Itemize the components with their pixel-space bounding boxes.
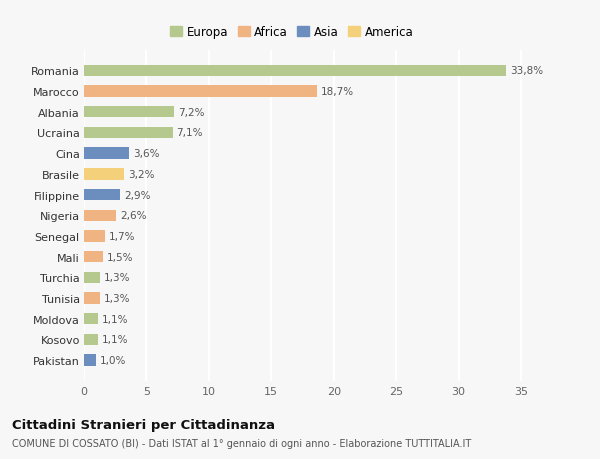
- Bar: [84, 313, 98, 325]
- Text: 18,7%: 18,7%: [321, 87, 355, 97]
- Text: 7,1%: 7,1%: [176, 128, 203, 138]
- Bar: [84, 128, 173, 139]
- Text: Cittadini Stranieri per Cittadinanza: Cittadini Stranieri per Cittadinanza: [12, 418, 275, 431]
- Text: 2,9%: 2,9%: [124, 190, 151, 200]
- Text: 1,1%: 1,1%: [101, 335, 128, 345]
- Bar: [84, 334, 98, 345]
- Bar: [84, 190, 120, 201]
- Bar: [84, 293, 100, 304]
- Bar: [84, 169, 124, 180]
- Bar: [84, 148, 129, 159]
- Text: 3,2%: 3,2%: [128, 169, 154, 179]
- Text: 3,6%: 3,6%: [133, 149, 159, 159]
- Text: 2,6%: 2,6%: [120, 211, 147, 221]
- Text: 1,3%: 1,3%: [104, 273, 130, 283]
- Text: 1,7%: 1,7%: [109, 231, 136, 241]
- Bar: [84, 86, 317, 97]
- Text: 1,5%: 1,5%: [106, 252, 133, 262]
- Bar: [84, 355, 97, 366]
- Bar: [84, 107, 174, 118]
- Text: 1,1%: 1,1%: [101, 314, 128, 324]
- Legend: Europa, Africa, Asia, America: Europa, Africa, Asia, America: [168, 23, 416, 41]
- Bar: [84, 272, 100, 283]
- Text: 7,2%: 7,2%: [178, 107, 204, 118]
- Text: 33,8%: 33,8%: [510, 66, 543, 76]
- Bar: [84, 210, 116, 221]
- Bar: [84, 231, 105, 242]
- Text: COMUNE DI COSSATO (BI) - Dati ISTAT al 1° gennaio di ogni anno - Elaborazione TU: COMUNE DI COSSATO (BI) - Dati ISTAT al 1…: [12, 438, 471, 448]
- Text: 1,3%: 1,3%: [104, 293, 130, 303]
- Text: 1,0%: 1,0%: [100, 355, 127, 365]
- Bar: [84, 252, 103, 263]
- Bar: [84, 66, 506, 77]
